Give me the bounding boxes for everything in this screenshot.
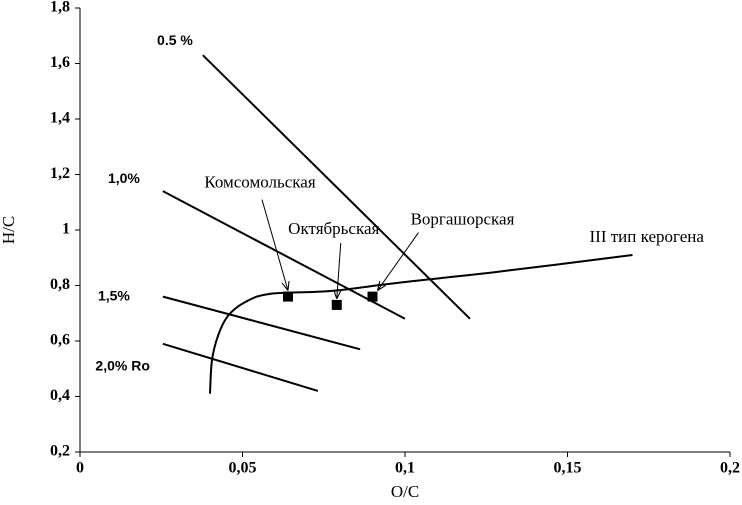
reflectance-line	[202, 54, 471, 320]
y-axis-label: H/C	[0, 216, 18, 244]
y-tick-label: 1,6	[50, 54, 70, 71]
x-tick-label: 0,2	[720, 460, 740, 477]
reflectance-label: 2,0% Ro	[95, 357, 149, 373]
y-tick-label: 0,8	[50, 276, 70, 293]
reflectance-label: 1,0%	[108, 170, 140, 186]
sample-label: Воргашорская	[411, 210, 515, 229]
reflectance-label: 0.5 %	[157, 32, 193, 48]
reflectance-line	[162, 342, 319, 392]
reflectance-label: 1,5%	[98, 287, 130, 303]
x-tick-label: 0,15	[554, 460, 582, 477]
y-tick-label: 1,2	[50, 165, 70, 182]
annotation-arrow	[261, 199, 288, 291]
y-tick-label: 1,4	[50, 110, 70, 127]
y-tick-label: 0,6	[50, 332, 70, 349]
x-axis-label: O/C	[391, 482, 419, 501]
x-tick-label: 0,1	[395, 460, 415, 477]
kerogen-label: III тип керогена	[590, 227, 705, 246]
sample-point	[331, 299, 342, 310]
reflectance-line	[162, 190, 406, 320]
sample-point	[367, 291, 378, 302]
x-tick-label: 0	[76, 460, 84, 477]
annotation-arrow	[337, 242, 341, 299]
y-tick-label: 1	[62, 221, 70, 238]
y-tick-label: 1,8	[50, 0, 70, 16]
y-tick-label: 0,4	[50, 387, 70, 404]
x-tick-label: 0,05	[229, 460, 257, 477]
sample-label: Комсомольская	[204, 173, 316, 192]
reflectance-line	[162, 295, 361, 351]
kerogen-curve	[209, 253, 633, 394]
sample-label: Октябрьская	[288, 219, 379, 238]
sample-point	[283, 291, 293, 302]
annotation-arrow	[378, 232, 419, 291]
y-tick-label: 0,2	[50, 443, 70, 460]
